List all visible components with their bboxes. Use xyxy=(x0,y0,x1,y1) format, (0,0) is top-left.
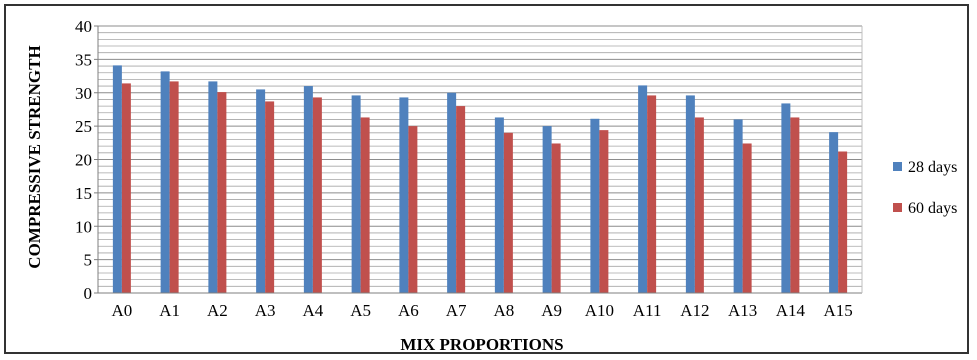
x-tick-label: A4 xyxy=(302,301,323,320)
bar-a14-28-days xyxy=(781,103,791,294)
bar-a0-60-days xyxy=(121,83,131,293)
bar-a11-60-days xyxy=(647,95,657,293)
bar-a1-28-days xyxy=(160,71,170,293)
x-tick-label: A10 xyxy=(585,301,614,320)
bar-a15-60-days xyxy=(838,151,848,293)
y-tick-label: 15 xyxy=(75,184,92,203)
bar-a13-28-days xyxy=(733,119,743,293)
y-axis-title: COMPRESSIVE STRENGTH xyxy=(25,45,44,268)
x-tick-label: A14 xyxy=(776,301,806,320)
x-tick-label: A13 xyxy=(728,301,757,320)
bar-a15-28-days xyxy=(829,132,839,293)
bar-a6-60-days xyxy=(408,126,418,293)
bar-a5-28-days xyxy=(351,95,361,293)
bar-a4-28-days xyxy=(303,86,313,293)
y-tick-labels: 0 5 10 15 20 25 30 35 40 xyxy=(75,17,98,303)
x-tick-label: A3 xyxy=(255,301,276,320)
y-tick-label: 0 xyxy=(84,284,93,303)
bar-a14-60-days xyxy=(790,117,800,293)
bar-a3-28-days xyxy=(256,89,266,293)
bar-a2-60-days xyxy=(217,92,227,294)
bar-a9-60-days xyxy=(551,143,561,293)
bar-a11-28-days xyxy=(638,85,648,293)
legend: 28 days 60 days xyxy=(893,159,957,217)
x-tick-label: A8 xyxy=(493,301,514,320)
bar-a3-60-days xyxy=(265,101,275,294)
x-tick-label: A5 xyxy=(350,301,371,320)
y-tick-label: 20 xyxy=(75,151,92,170)
bar-a7-28-days xyxy=(447,92,457,293)
bar-a10-60-days xyxy=(599,130,609,293)
bar-a13-60-days xyxy=(742,143,752,293)
bar-a10-28-days xyxy=(590,118,600,293)
bar-a12-60-days xyxy=(694,117,704,293)
x-tick-label: A9 xyxy=(541,301,562,320)
y-tick-label: 30 xyxy=(75,84,92,103)
x-axis-title: MIX PROPORTIONS xyxy=(400,335,563,354)
bar-a8-60-days xyxy=(503,132,513,293)
bars xyxy=(112,65,848,294)
bar-a9-28-days xyxy=(542,126,552,293)
bar-a0-28-days xyxy=(112,65,122,293)
legend-label-28-days: 28 days xyxy=(908,159,957,176)
legend-swatch-28-days xyxy=(893,162,902,171)
bar-a5-60-days xyxy=(360,117,370,293)
bar-a2-28-days xyxy=(208,81,218,293)
x-tick-label: A1 xyxy=(159,301,180,320)
bar-a6-28-days xyxy=(399,97,409,293)
x-tick-label: A6 xyxy=(398,301,419,320)
x-tick-labels: A0 A1 A2 A3 A4 A5 A6 A7 A8 A9 A10 A11 A12 A13 A14 A15 xyxy=(111,301,852,320)
x-tick-label: A12 xyxy=(680,301,709,320)
x-tick-label: A2 xyxy=(207,301,228,320)
y-tick-label: 10 xyxy=(75,217,92,236)
x-tick-label: A11 xyxy=(633,301,662,320)
y-tick-label: 5 xyxy=(84,251,93,270)
y-tick-label: 35 xyxy=(75,50,92,69)
x-tick-label: A7 xyxy=(446,301,467,320)
legend-label-60-days: 60 days xyxy=(908,200,957,217)
bar-a4-60-days xyxy=(312,97,322,293)
bar-a12-28-days xyxy=(685,95,695,293)
bar-a7-60-days xyxy=(456,106,466,293)
legend-swatch-60-days xyxy=(893,203,902,212)
x-tick-label: A15 xyxy=(823,301,852,320)
bar-a8-28-days xyxy=(494,117,504,293)
x-tick-label: A0 xyxy=(111,301,132,320)
y-tick-label: 40 xyxy=(75,17,92,36)
y-tick-label: 25 xyxy=(75,117,92,136)
bar-a1-60-days xyxy=(169,81,179,293)
